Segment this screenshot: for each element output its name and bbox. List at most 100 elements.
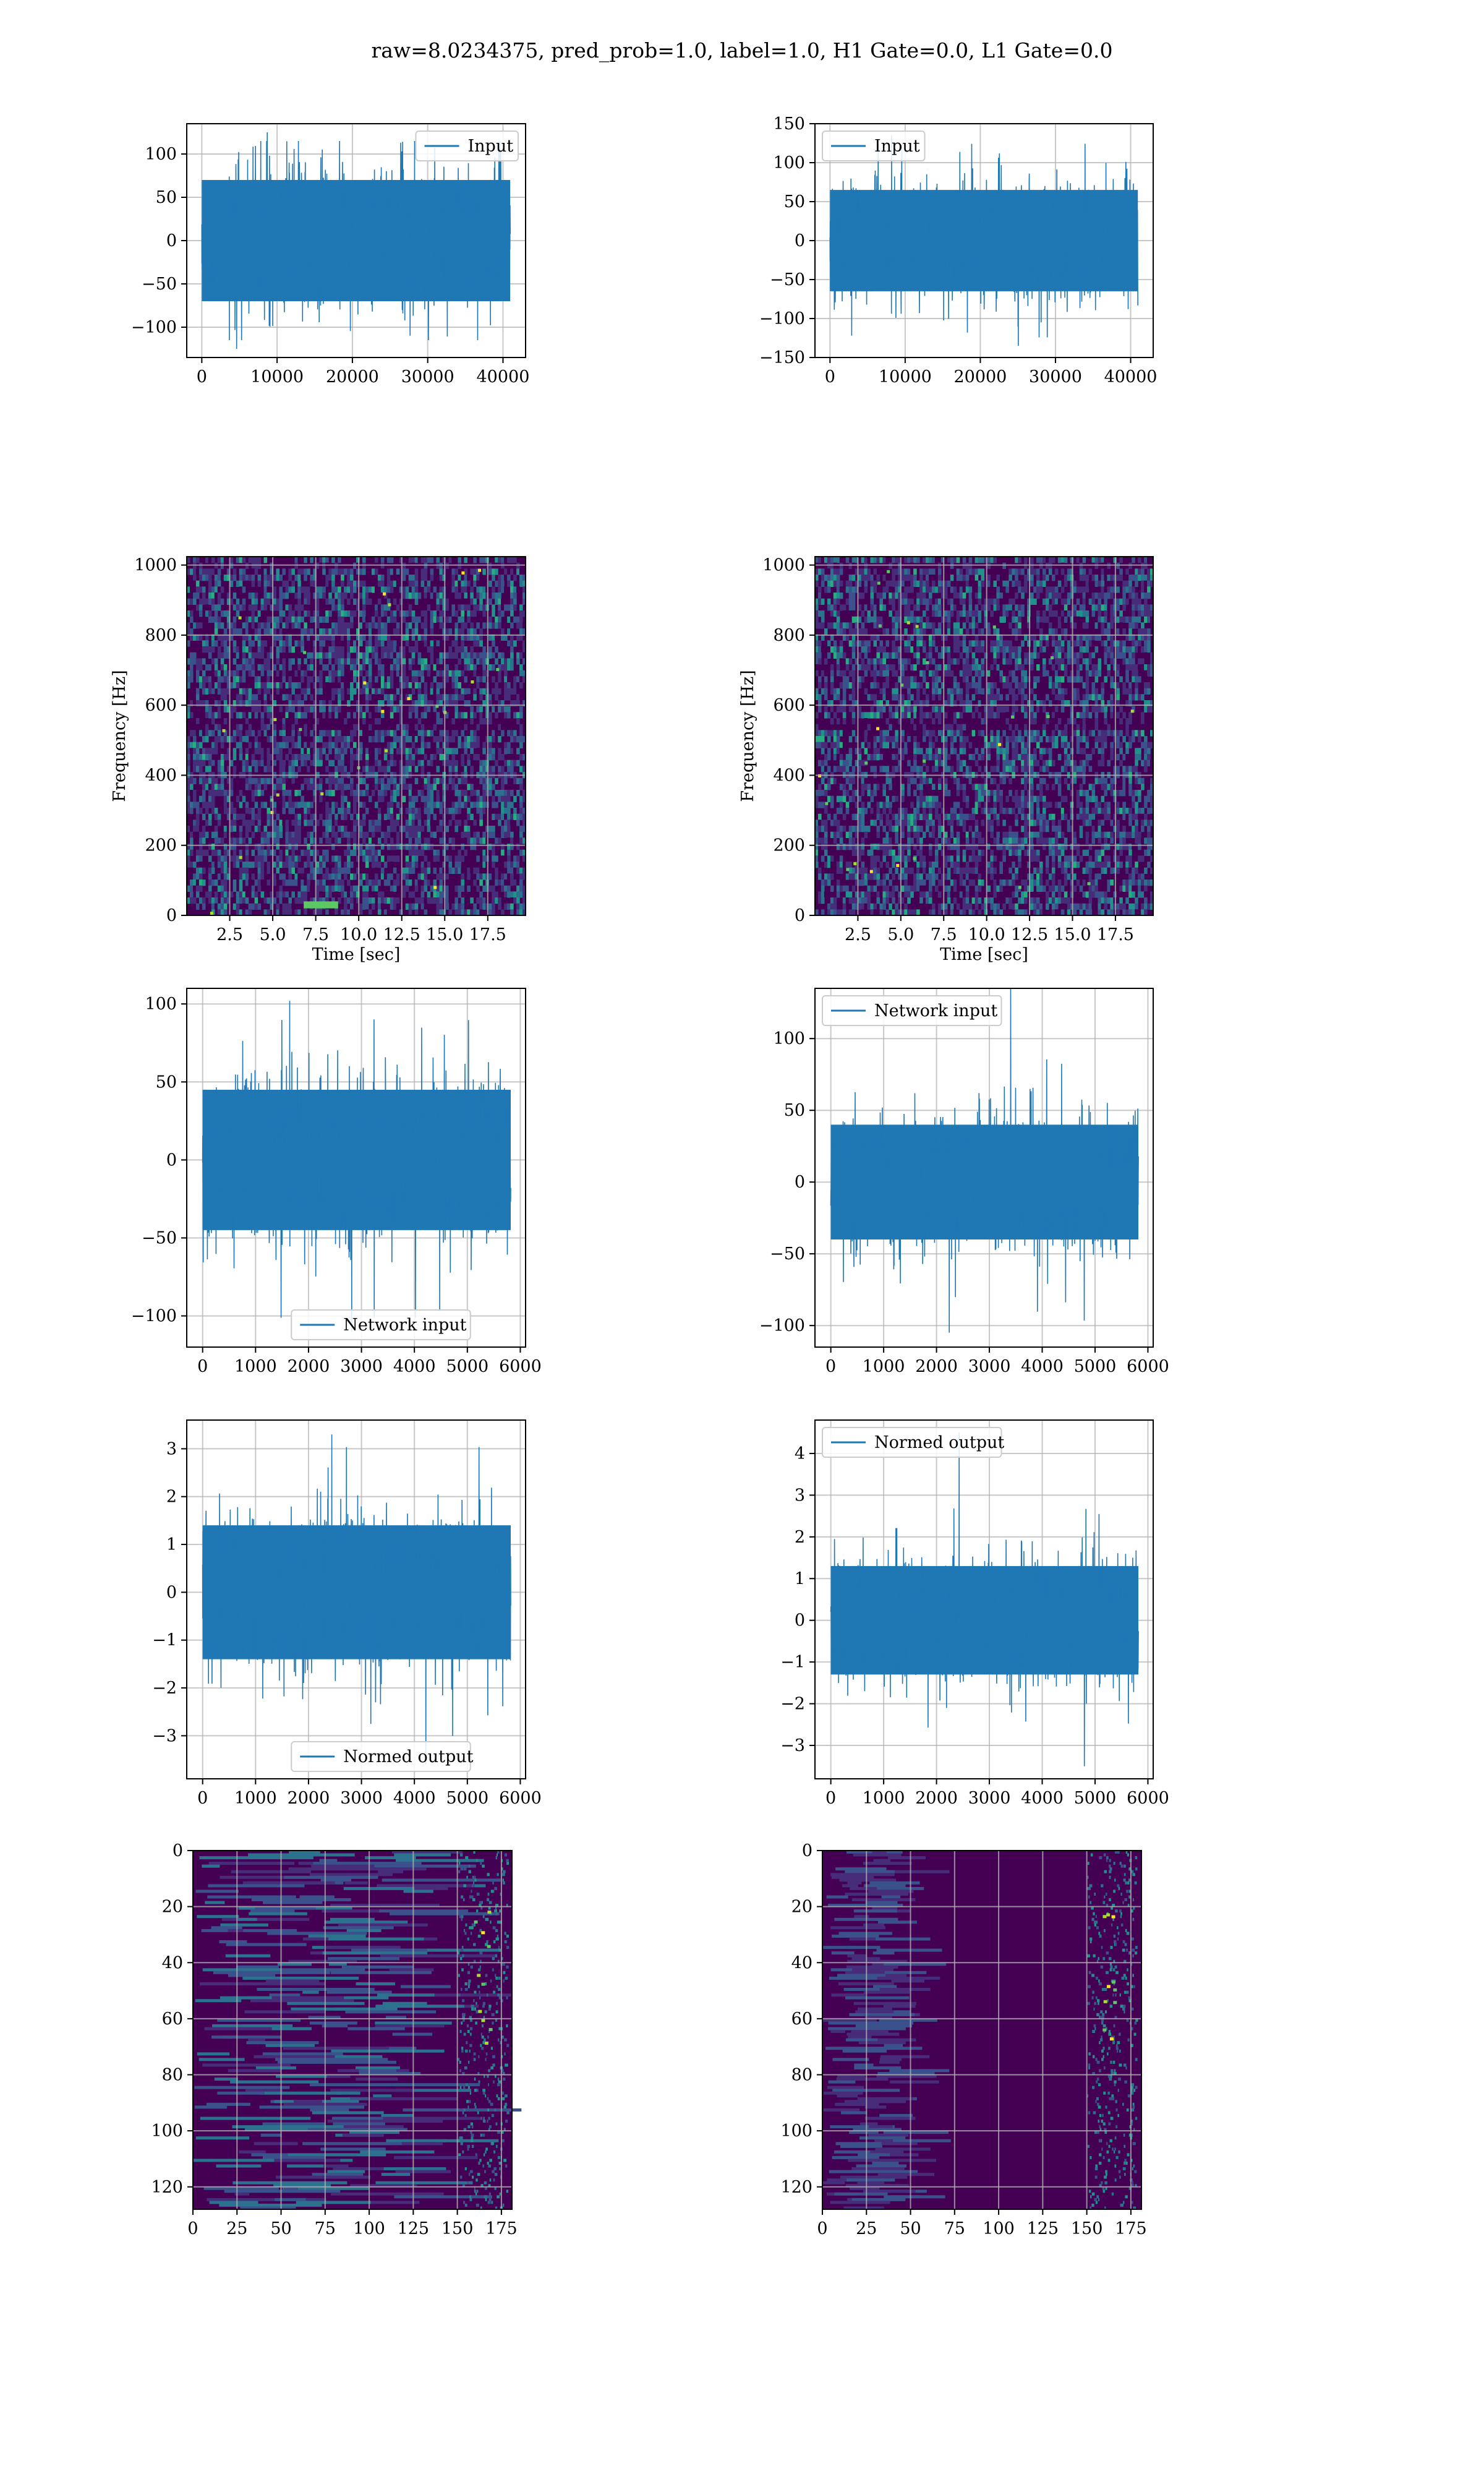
heatmap-cell bbox=[467, 658, 471, 665]
heatmap-cell bbox=[467, 634, 471, 641]
heatmap-cell bbox=[851, 562, 856, 569]
heatmap-cell bbox=[313, 748, 317, 755]
heatmap-cell bbox=[424, 706, 428, 713]
heatmap-cell bbox=[338, 844, 341, 850]
heatmap-cell bbox=[257, 903, 262, 910]
heatmap-cell bbox=[399, 706, 403, 713]
heatmap-cell bbox=[288, 658, 292, 665]
heatmap-cell bbox=[282, 580, 286, 587]
heatmap-cell bbox=[239, 880, 243, 886]
heatmap-cell bbox=[962, 610, 966, 617]
heatmap-cell bbox=[386, 580, 391, 587]
heatmap-cell bbox=[193, 766, 197, 773]
heatmap-cell bbox=[350, 748, 354, 755]
heatmap-cell bbox=[267, 820, 271, 826]
heatmap-cell bbox=[229, 862, 234, 868]
heatmap-cell bbox=[347, 855, 351, 862]
heatmap-cell bbox=[260, 790, 265, 797]
heatmap-cell bbox=[313, 682, 317, 689]
heatmap-cell bbox=[417, 831, 422, 838]
heatmap-cell bbox=[926, 580, 929, 587]
heatmap-cell bbox=[476, 634, 480, 641]
heatmap-cell bbox=[411, 652, 416, 659]
heatmap-cell bbox=[350, 640, 354, 647]
heatmap-cell bbox=[405, 748, 409, 755]
heatmap-cell bbox=[371, 736, 375, 743]
heatmap-cell bbox=[439, 754, 443, 761]
heatmap-cell bbox=[386, 820, 391, 826]
heatmap-cell bbox=[282, 795, 286, 802]
heatmap-cell bbox=[242, 742, 246, 748]
heatmap-cell bbox=[1018, 598, 1021, 605]
heatmap-cell bbox=[217, 813, 221, 820]
heatmap-cell bbox=[239, 754, 243, 761]
heatmap-cell bbox=[482, 652, 486, 659]
heatmap-cell bbox=[232, 885, 237, 892]
heatmap-cell bbox=[328, 604, 332, 611]
heatmap-cell bbox=[229, 580, 234, 587]
heatmap-cell bbox=[341, 885, 344, 892]
heatmap-cell bbox=[338, 628, 341, 635]
heatmap-cell bbox=[319, 646, 323, 653]
heatmap-cell bbox=[291, 849, 295, 856]
heatmap-cell bbox=[190, 790, 194, 797]
heatmap-cell bbox=[417, 897, 422, 904]
heatmap-cell bbox=[291, 580, 295, 587]
heatmap-cell bbox=[226, 670, 231, 677]
heatmap-cell bbox=[380, 736, 385, 743]
heatmap-cell bbox=[402, 586, 406, 593]
heatmap-cell bbox=[229, 557, 234, 563]
heatmap-hotspot bbox=[239, 855, 242, 859]
heatmap-cell bbox=[220, 885, 224, 892]
heatmap-cell bbox=[414, 598, 419, 605]
heatmap-cell bbox=[987, 622, 991, 629]
heatmap-cell bbox=[229, 628, 234, 635]
heatmap-cell bbox=[458, 790, 461, 797]
heatmap-cell bbox=[288, 837, 292, 844]
heatmap-cell bbox=[245, 766, 249, 773]
heatmap-cell bbox=[448, 855, 453, 862]
heatmap-cell bbox=[365, 849, 369, 856]
heatmap-cell bbox=[430, 777, 434, 784]
heatmap-cell bbox=[270, 634, 274, 641]
heatmap-cell bbox=[288, 568, 292, 575]
heatmap-cell bbox=[473, 891, 477, 898]
heatmap-cell bbox=[470, 730, 474, 737]
heatmap-cell bbox=[313, 855, 317, 862]
heatmap-cell bbox=[291, 568, 295, 575]
heatmap-cell bbox=[267, 664, 271, 671]
heatmap-cell bbox=[322, 610, 326, 617]
heatmap-cell bbox=[211, 849, 215, 856]
heatmap-cell bbox=[408, 880, 412, 886]
heatmap-cell bbox=[396, 790, 400, 797]
heatmap-cell bbox=[331, 652, 335, 659]
heatmap-cell bbox=[464, 664, 467, 671]
heatmap-cell bbox=[198, 885, 203, 892]
heatmap-cell bbox=[408, 736, 412, 743]
heatmap-cell bbox=[236, 682, 240, 689]
heatmap-cell bbox=[304, 586, 307, 593]
heatmap-cell bbox=[467, 616, 471, 623]
heatmap-cell bbox=[307, 831, 310, 838]
heatmap-cell bbox=[198, 604, 203, 611]
heatmap-cell bbox=[467, 700, 471, 707]
heatmap-cell bbox=[341, 808, 344, 815]
heatmap-cell bbox=[285, 849, 289, 856]
heatmap-cell bbox=[279, 682, 283, 689]
heatmap-cell bbox=[390, 670, 394, 677]
heatmap-cell bbox=[411, 670, 416, 677]
heatmap-cell bbox=[507, 808, 511, 815]
heatmap-cell bbox=[919, 622, 923, 629]
heatmap-cell bbox=[214, 837, 218, 844]
heatmap-cell bbox=[876, 610, 881, 617]
heatmap-cell bbox=[386, 855, 391, 862]
heatmap-cell bbox=[482, 676, 486, 683]
heatmap-cell bbox=[273, 766, 277, 773]
heatmap-cell bbox=[913, 557, 917, 563]
heatmap-cell bbox=[282, 760, 286, 766]
heatmap-cell bbox=[328, 670, 332, 677]
heatmap-cell bbox=[325, 844, 329, 850]
heatmap-cell bbox=[414, 712, 419, 719]
heatmap-cell bbox=[464, 736, 467, 743]
heatmap-cell bbox=[476, 909, 480, 916]
